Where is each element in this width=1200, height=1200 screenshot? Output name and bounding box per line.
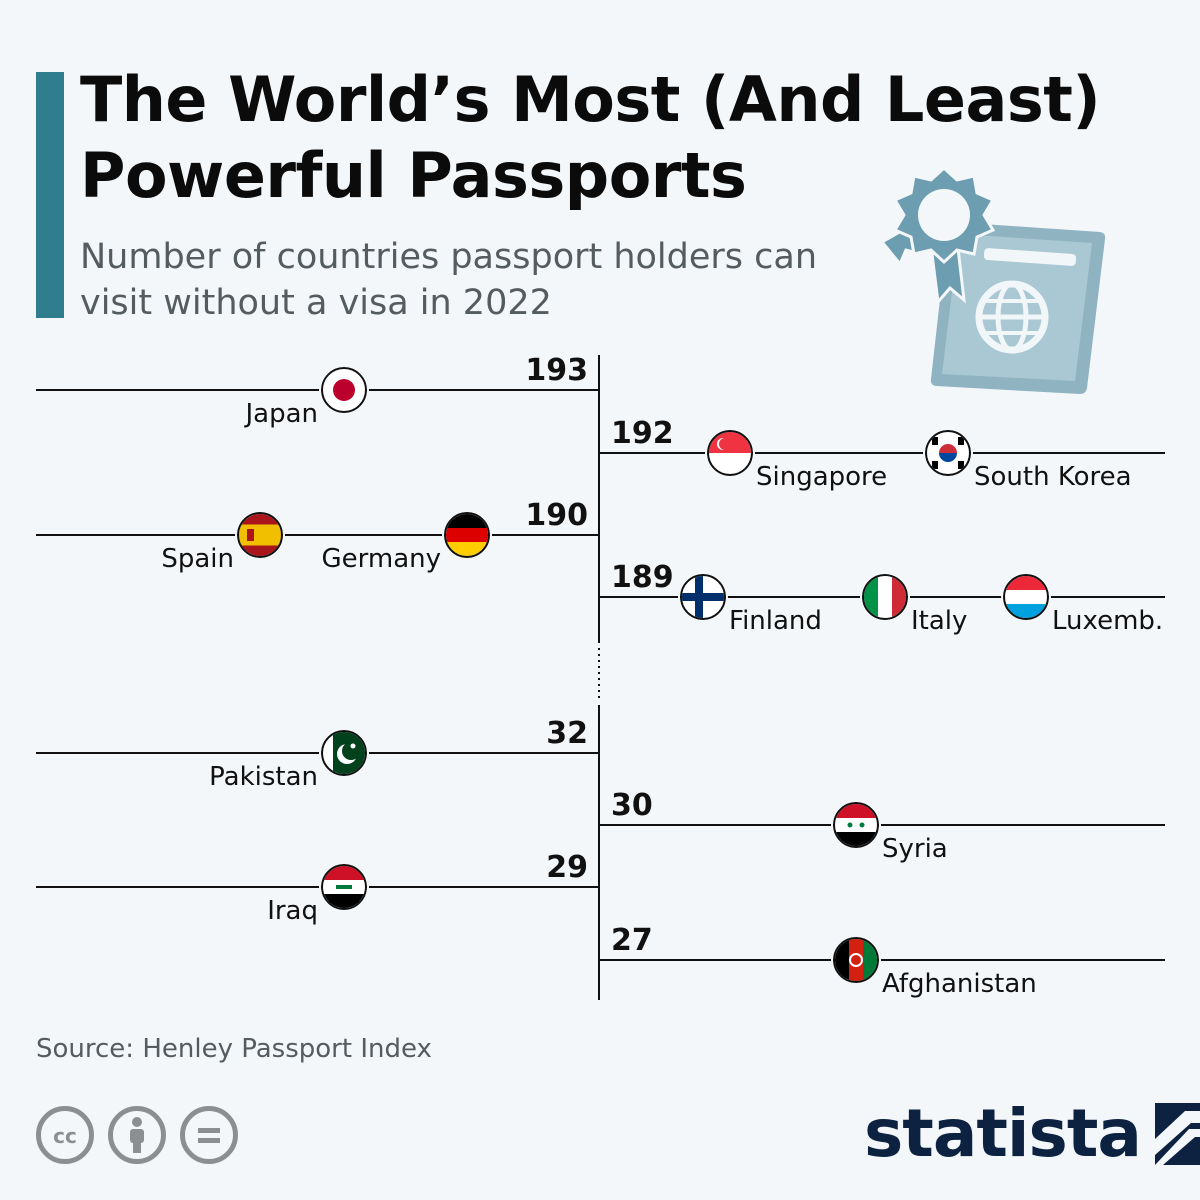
- value-label-27: 27: [611, 923, 653, 958]
- country-label-germany: Germany: [321, 544, 441, 574]
- spain-flag-icon: [239, 514, 281, 556]
- country-label-iraq: Iraq: [267, 896, 318, 926]
- singapore-flag-icon: [709, 432, 751, 474]
- value-label-32: 32: [546, 716, 588, 751]
- germany-flag-icon: [446, 514, 488, 556]
- passport-book-illustration: [930, 221, 1106, 394]
- rosette-badge-illustration: [879, 165, 996, 306]
- country-label-syria: Syria: [882, 834, 948, 864]
- value-label-29: 29: [546, 850, 588, 885]
- country-label-afghanistan: Afghanistan: [882, 969, 1037, 999]
- chart-title: The World’s Most (And Least) Powerful Pa…: [80, 63, 1101, 212]
- italy-flag-icon: [864, 576, 906, 618]
- pakistan-flag-icon: [323, 732, 365, 774]
- country-label-singapore: Singapore: [756, 462, 887, 492]
- finland-flag-icon: [682, 576, 724, 618]
- accent-bar: [36, 72, 64, 318]
- value-label-189: 189: [611, 560, 674, 595]
- creative-commons-icon[interactable]: cc: [36, 1106, 94, 1164]
- no-derivatives-icon[interactable]: [180, 1106, 238, 1164]
- country-label-luxemb: Luxemb.: [1052, 606, 1163, 636]
- svg-text:cc: cc: [53, 1124, 77, 1148]
- country-label-japan: Japan: [243, 399, 318, 429]
- syria-flag-icon: [835, 804, 877, 846]
- country-label-south-korea: South Korea: [974, 462, 1132, 492]
- passport-chart: 193 Japan 192 Singapore South Korea 190 Spain G…: [36, 353, 1165, 1000]
- value-label-30: 30: [611, 788, 653, 823]
- afghanistan-flag-icon: [835, 939, 877, 981]
- iraq-flag-icon: [323, 866, 365, 908]
- country-label-finland: Finland: [729, 606, 822, 636]
- japan-flag-icon: [323, 369, 365, 411]
- source-note: Source: Henley Passport Index: [36, 1034, 432, 1064]
- south-korea-flag-icon: [927, 432, 969, 474]
- country-label-italy: Italy: [911, 606, 967, 636]
- statista-logo[interactable]: statista: [864, 1096, 1200, 1172]
- value-label-190: 190: [525, 498, 588, 533]
- value-label-192: 192: [611, 416, 674, 451]
- country-label-pakistan: Pakistan: [209, 762, 318, 792]
- passport-icon: [879, 165, 1106, 394]
- attribution-icon[interactable]: [108, 1106, 166, 1164]
- chart-subtitle: Number of countries passport holders can…: [80, 237, 818, 323]
- value-label-193: 193: [525, 353, 588, 388]
- country-label-spain: Spain: [161, 544, 234, 574]
- luxembourg-flag-icon: [1005, 576, 1047, 618]
- statista-mark-icon: [1154, 1103, 1200, 1165]
- statista-wordmark: statista: [864, 1095, 1142, 1172]
